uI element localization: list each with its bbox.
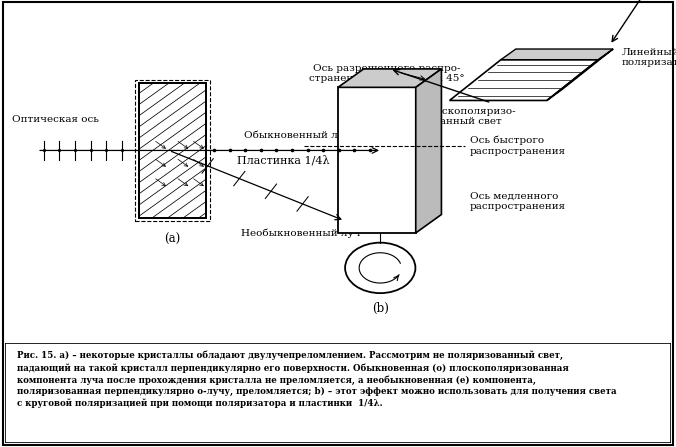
Polygon shape [338, 69, 441, 87]
Text: Обыкновенный луч: Обыкновенный луч [244, 130, 351, 140]
Polygon shape [338, 87, 416, 233]
Text: Ось медленного
распространения: Ось медленного распространения [470, 191, 566, 211]
Text: Линейный
поляризатор: Линейный поляризатор [621, 47, 676, 67]
Text: (b): (b) [372, 302, 389, 315]
Bar [139, 83, 206, 219]
Text: (a): (a) [164, 233, 180, 246]
Text: Пластинка 1/4λ: Пластинка 1/4λ [237, 155, 330, 165]
Text: Плоскополяризо-
ванный свет: Плоскополяризо- ванный свет [420, 107, 516, 126]
Polygon shape [501, 49, 613, 60]
Text: Ось быстрого
распространения: Ось быстрого распространения [470, 135, 566, 156]
Bar [135, 80, 210, 221]
Polygon shape [450, 60, 598, 101]
Text: Ось разрешенного распро-
странения повернута на 45°: Ось разрешенного распро- странения повер… [309, 64, 464, 84]
Polygon shape [547, 49, 613, 101]
Polygon shape [416, 69, 441, 233]
Text: Оптическая ось: Оптическая ось [12, 115, 99, 124]
Text: Рис. 15. а) – некоторые кристаллы обладают двулучепреломлением. Рассмотрим не по: Рис. 15. а) – некоторые кристаллы облада… [18, 351, 617, 409]
Bar [139, 83, 206, 219]
Text: Необыкновенный луч: Необыкновенный луч [241, 228, 360, 238]
